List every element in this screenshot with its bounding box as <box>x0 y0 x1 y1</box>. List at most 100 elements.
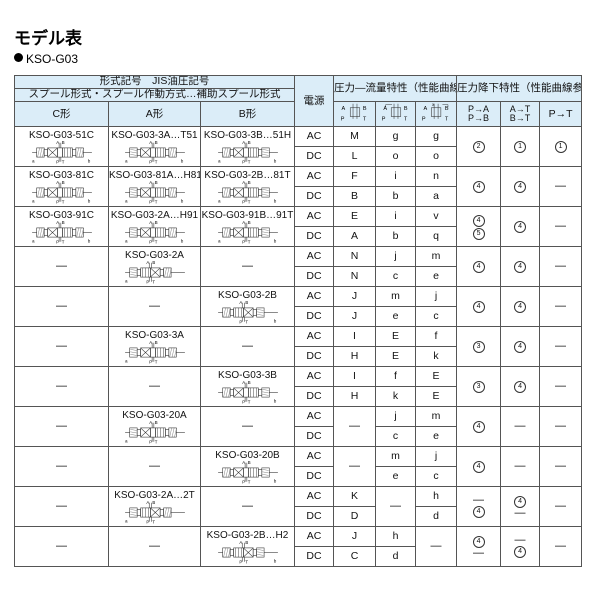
svg-text:a: a <box>125 239 128 244</box>
svg-text:T: T <box>247 480 250 485</box>
svg-text:B: B <box>362 106 366 112</box>
svg-text:b: b <box>87 239 90 244</box>
svg-text:a: a <box>125 519 128 524</box>
svg-text:B: B <box>247 220 250 225</box>
svg-text:A: A <box>383 106 387 112</box>
svg-text:A: A <box>146 260 149 265</box>
svg-text:b: b <box>273 319 276 324</box>
svg-text:b: b <box>273 199 276 204</box>
svg-text:a: a <box>32 159 35 164</box>
svg-text:T: T <box>154 200 157 205</box>
svg-text:A: A <box>149 220 152 225</box>
svg-text:a: a <box>125 359 128 364</box>
svg-text:a: a <box>125 279 128 284</box>
svg-text:P: P <box>149 200 152 205</box>
svg-text:A: A <box>149 140 152 145</box>
svg-text:T: T <box>403 116 407 122</box>
svg-text:x: x <box>432 103 435 107</box>
svg-text:P: P <box>242 240 245 245</box>
svg-text:T: T <box>154 440 157 445</box>
svg-text:P: P <box>421 116 425 122</box>
svg-text:a: a <box>32 199 35 204</box>
svg-text:b: b <box>273 399 276 404</box>
svg-text:b: b <box>273 239 276 244</box>
svg-text:A: A <box>242 220 245 225</box>
svg-text:T: T <box>245 320 248 325</box>
svg-text:B: B <box>154 420 157 425</box>
svg-text:A: A <box>239 540 242 545</box>
svg-text:P: P <box>146 280 149 285</box>
svg-text:a: a <box>125 199 128 204</box>
svg-text:T: T <box>247 160 250 165</box>
svg-text:T: T <box>247 240 250 245</box>
svg-text:b: b <box>87 159 90 164</box>
svg-text:B: B <box>152 500 155 505</box>
svg-text:B: B <box>403 106 407 112</box>
svg-text:P: P <box>56 160 59 165</box>
svg-text:A: A <box>242 140 245 145</box>
svg-text:T: T <box>61 240 64 245</box>
svg-text:P: P <box>381 116 385 122</box>
svg-text:a: a <box>218 159 221 164</box>
svg-text:P: P <box>149 360 152 365</box>
svg-text:P: P <box>146 520 149 525</box>
svg-text:B: B <box>154 140 157 145</box>
svg-text:A: A <box>56 220 59 225</box>
svg-text:B: B <box>154 340 157 345</box>
svg-text:P: P <box>56 240 59 245</box>
svg-text:P: P <box>242 160 245 165</box>
svg-text:B: B <box>61 220 64 225</box>
svg-text:P: P <box>149 160 152 165</box>
svg-text:T: T <box>245 560 248 565</box>
svg-text:P: P <box>242 480 245 485</box>
svg-text:A: A <box>149 180 152 185</box>
svg-text:T: T <box>61 200 64 205</box>
svg-text:B: B <box>154 180 157 185</box>
svg-text:A: A <box>242 380 245 385</box>
svg-text:A: A <box>341 106 345 112</box>
svg-text:a: a <box>125 159 128 164</box>
svg-text:T: T <box>247 200 250 205</box>
svg-text:a: a <box>218 239 221 244</box>
svg-text:T: T <box>152 280 155 285</box>
svg-text:T: T <box>444 116 448 122</box>
svg-text:A: A <box>239 300 242 305</box>
svg-text:A: A <box>423 106 427 112</box>
svg-text:B: B <box>61 140 64 145</box>
svg-text:b: b <box>273 159 276 164</box>
svg-text:b: b <box>273 479 276 484</box>
svg-text:T: T <box>362 116 366 122</box>
svg-text:B: B <box>247 460 250 465</box>
svg-text:B: B <box>154 220 157 225</box>
svg-text:A: A <box>242 460 245 465</box>
svg-text:T: T <box>247 400 250 405</box>
svg-text:b: b <box>180 199 183 204</box>
svg-text:A: A <box>56 180 59 185</box>
svg-text:b: b <box>273 559 276 564</box>
svg-text:P: P <box>242 200 245 205</box>
svg-text:A: A <box>149 420 152 425</box>
svg-text:B: B <box>247 380 250 385</box>
svg-text:B: B <box>247 180 250 185</box>
svg-text:T: T <box>154 160 157 165</box>
svg-text:b: b <box>180 239 183 244</box>
svg-text:b: b <box>87 199 90 204</box>
svg-text:A: A <box>146 500 149 505</box>
svg-text:P: P <box>239 560 242 565</box>
svg-text:B: B <box>152 260 155 265</box>
svg-text:B: B <box>245 540 248 545</box>
svg-text:A: A <box>242 180 245 185</box>
svg-text:B: B <box>247 140 250 145</box>
svg-text:A: A <box>56 140 59 145</box>
svg-text:T: T <box>152 520 155 525</box>
svg-text:P: P <box>340 116 344 122</box>
svg-text:T: T <box>154 360 157 365</box>
svg-text:a: a <box>125 439 128 444</box>
svg-text:P: P <box>239 320 242 325</box>
svg-text:B: B <box>245 300 248 305</box>
svg-text:P: P <box>149 240 152 245</box>
svg-text:P: P <box>56 200 59 205</box>
svg-text:P: P <box>149 440 152 445</box>
svg-text:B: B <box>61 180 64 185</box>
svg-text:T: T <box>61 160 64 165</box>
